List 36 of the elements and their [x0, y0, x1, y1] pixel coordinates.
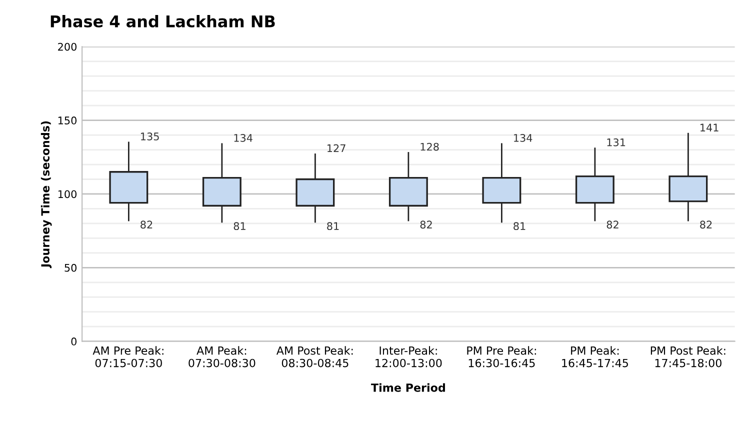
x-axis-title: Time Period: [371, 383, 445, 392]
x-tick-label: PM Pre Peak: 16:30-16:45: [467, 346, 536, 368]
y-axis-title: Journey Time (seconds): [40, 121, 52, 268]
annotation: 82: [140, 220, 152, 229]
annotation: 81: [234, 222, 246, 230]
candlestick: [668, 132, 708, 222]
chart-title: Phase 4 and Lackham NB: [50, 15, 275, 28]
x-tick-label: AM Post Peak: 08:30-08:45: [276, 346, 353, 368]
y-tick-label: 0: [71, 338, 77, 346]
candlestick: [109, 142, 148, 222]
x-tick-label: AM Peak: 07:30-08:30: [188, 346, 256, 368]
annotation: 82: [606, 220, 618, 229]
annotation: 81: [327, 222, 339, 230]
x-tick-label: PM Peak: 16:45-17:45: [562, 346, 628, 368]
annotation: 128: [420, 142, 439, 151]
annotation: 82: [700, 220, 712, 229]
candlestick: [575, 148, 614, 222]
annotation: 131: [607, 138, 626, 146]
annotation: 135: [141, 132, 159, 140]
y-tick-label: 50: [64, 264, 77, 272]
candlestick: [202, 143, 242, 223]
annotation: 82: [420, 220, 432, 229]
annotation: 134: [234, 134, 252, 142]
x-tick-label: Inter-Peak: 12:00-13:00: [376, 346, 442, 368]
candlestick: [388, 152, 428, 222]
y-tick-label: 150: [58, 116, 77, 124]
x-tick-label: PM Post Peak: 17:45-18:00: [650, 346, 726, 368]
y-tick-label: 100: [58, 190, 77, 198]
candlestick: [482, 143, 522, 223]
annotation: 141: [700, 124, 718, 132]
x-tick-label: AM Pre Peak: 07:15-07:30: [92, 346, 164, 368]
annotation: 127: [328, 144, 346, 152]
annotation: 134: [514, 134, 532, 142]
candlestick: [296, 154, 335, 223]
y-tick-label: 200: [58, 42, 77, 51]
annotation: 81: [514, 222, 526, 230]
